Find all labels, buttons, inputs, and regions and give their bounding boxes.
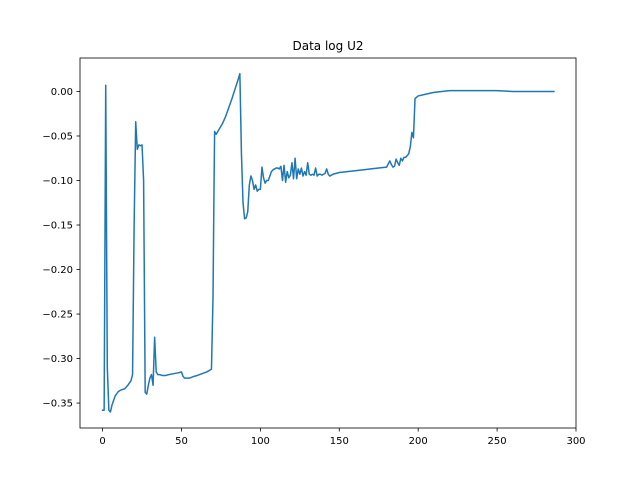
y-tick-label: −0.20 [42, 265, 73, 276]
x-tick-label: 100 [251, 436, 270, 447]
x-tick-label: 0 [99, 436, 105, 447]
y-tick-label: 0.00 [51, 87, 73, 98]
chart-title: Data log U2 [293, 39, 364, 53]
x-tick-label: 300 [566, 436, 585, 447]
y-tick-label: −0.10 [42, 176, 73, 187]
series-layer [101, 72, 555, 413]
x-tick-label: 200 [409, 436, 428, 447]
x-tick-label: 150 [330, 436, 349, 447]
x-axis-ticks: 0 50 100 150 200 250 300 [99, 428, 586, 447]
plot-frame [79, 57, 577, 429]
y-tick-label: −0.35 [42, 399, 73, 410]
y-tick-label: −0.30 [42, 354, 73, 365]
y-tick-label: −0.25 [42, 310, 73, 321]
y-tick-label: −0.05 [42, 131, 73, 142]
y-tick-label: −0.15 [42, 221, 73, 232]
series-line-u2 [101, 72, 555, 413]
x-tick-label: 250 [488, 436, 507, 447]
y-axis-ticks: 0.00 −0.05 −0.10 −0.15 −0.20 −0.25 −0.30 −0.35 [42, 87, 80, 410]
x-tick-label: 50 [175, 436, 188, 447]
